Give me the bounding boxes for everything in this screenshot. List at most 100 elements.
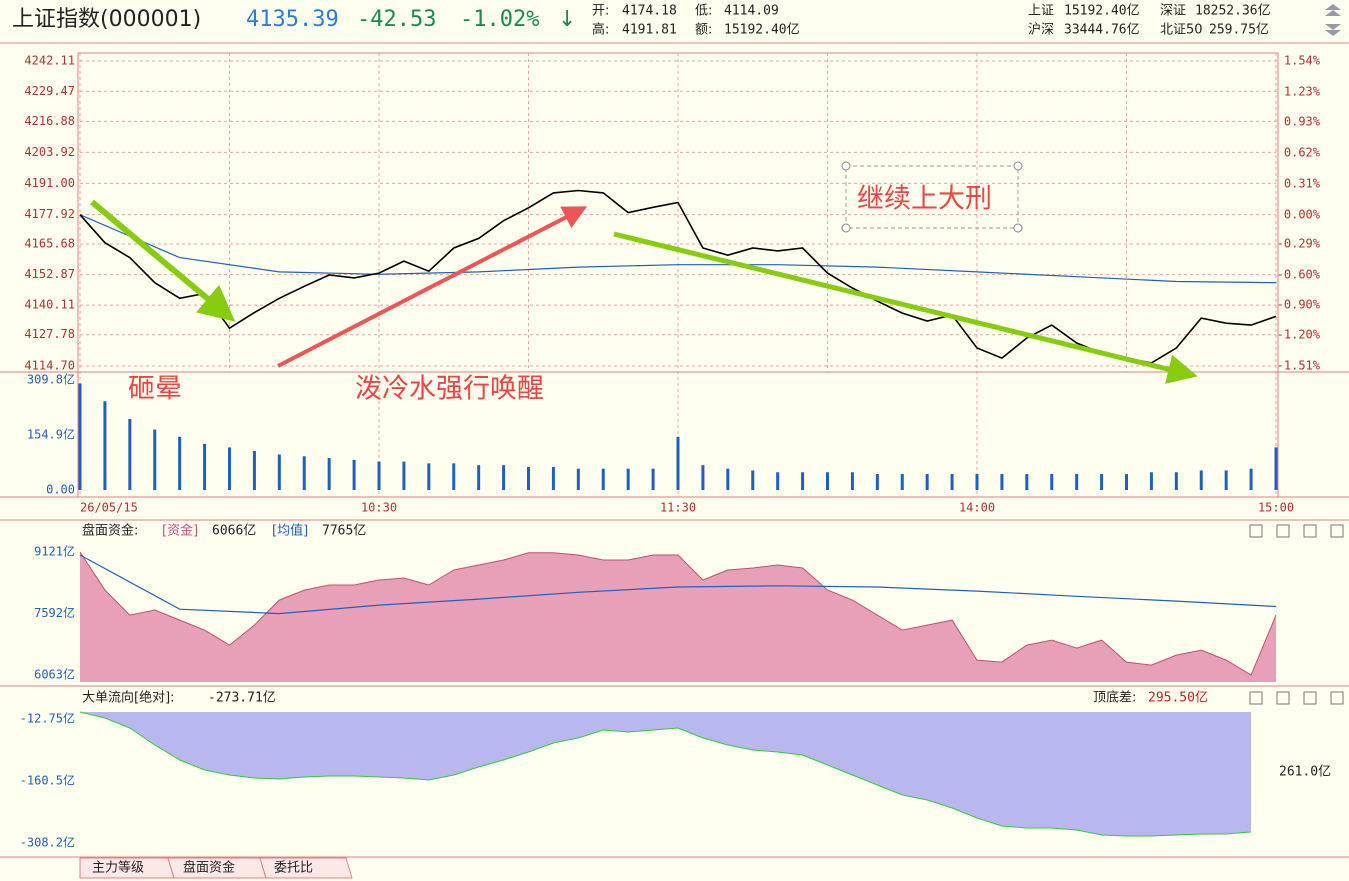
volume-bar xyxy=(178,436,182,490)
y-tick-label: 4152.87 xyxy=(24,267,75,281)
value: 33444.76亿 xyxy=(1064,23,1140,38)
area-fill xyxy=(80,712,1252,836)
label: 北证50 xyxy=(1160,23,1203,38)
label: 沪深 xyxy=(1028,22,1054,38)
label: 深证 xyxy=(1160,4,1186,19)
volume-bar xyxy=(826,472,829,490)
volume-bar xyxy=(975,474,979,490)
volume-bar xyxy=(900,474,904,490)
volume-bar xyxy=(228,447,231,490)
y-tick-label: -1.51% xyxy=(1277,359,1321,373)
volume-bar xyxy=(875,474,879,490)
volume-bar xyxy=(452,463,456,490)
y-tick-label: -0.29% xyxy=(1277,237,1321,251)
volume-bar xyxy=(1125,474,1128,490)
volume-bar xyxy=(551,466,555,490)
y-tick-label: 4242.11 xyxy=(24,54,75,68)
y-tick-label: 4140.11 xyxy=(24,298,75,312)
change: -42.53 xyxy=(357,7,436,32)
volume-bar xyxy=(1075,474,1079,490)
tab-label[interactable]: 主力等级 xyxy=(92,860,144,876)
panel-title: 大单流向[绝对]: xyxy=(82,690,175,706)
y-tick-label: 6063亿 xyxy=(34,667,75,682)
volume-bar xyxy=(1174,472,1178,490)
volume-bar xyxy=(1000,474,1004,490)
volume-bar xyxy=(925,474,929,490)
panel-title: 盘面资金: xyxy=(82,523,138,539)
value: 18252.36亿 xyxy=(1195,4,1271,19)
volume-bar xyxy=(950,474,954,490)
volume-bar xyxy=(427,463,431,490)
volume-bar xyxy=(1100,474,1104,490)
spread-label: 顶底差: xyxy=(1093,690,1136,706)
y-tick-label: 4165.68 xyxy=(24,236,75,250)
panel-button[interactable] xyxy=(1303,691,1317,705)
y-tick-label: 4177.92 xyxy=(24,207,75,221)
series-line xyxy=(79,214,1277,284)
value: 15192.40亿 xyxy=(724,23,800,38)
readout: -273.71亿 xyxy=(208,691,276,706)
volume-bar xyxy=(601,468,605,490)
series-line xyxy=(79,189,1277,364)
y-tick-label: -1.20% xyxy=(1277,328,1321,342)
volume-bar xyxy=(1025,474,1029,490)
y-tick-label: 0.62% xyxy=(1284,146,1321,160)
legend-value: 7765亿 xyxy=(322,524,366,539)
price: 4135.39 xyxy=(246,7,339,32)
volume-bar xyxy=(203,443,207,490)
y-tick-label: 4216.88 xyxy=(24,114,75,128)
panel-button[interactable] xyxy=(1249,691,1263,705)
y-tick-label: -160.5亿 xyxy=(20,773,75,788)
legend-name: [均值] xyxy=(272,523,308,539)
volume-bar xyxy=(402,461,406,490)
annotation: 泼冷水强行唤醒 xyxy=(355,374,544,405)
value: 4191.81 xyxy=(622,23,677,38)
volume-bar xyxy=(477,465,481,490)
volume-bar xyxy=(103,401,107,490)
volume-bar xyxy=(78,383,82,490)
y-tick-label: 0.00 xyxy=(46,483,75,497)
legend-name: [资金] xyxy=(162,523,198,539)
annotation: 砸晕 xyxy=(128,374,182,405)
label: 额: xyxy=(695,23,712,38)
volume-bar xyxy=(1249,468,1253,490)
panel-button[interactable] xyxy=(1303,524,1317,538)
annotation-arrow xyxy=(277,206,588,368)
panel-button[interactable] xyxy=(1330,691,1344,705)
annotation-arrow xyxy=(90,199,236,322)
tab[interactable] xyxy=(259,857,353,879)
x-tick-label: 14:00 xyxy=(959,501,995,515)
volume-bar xyxy=(1199,470,1203,490)
volume-bar xyxy=(676,436,680,490)
volume-bar xyxy=(128,418,132,490)
y-tick-label: 7592亿 xyxy=(34,605,75,620)
volume-bar xyxy=(1224,470,1228,490)
tab-label[interactable]: 委托比 xyxy=(274,861,313,876)
y-tick-label: 4114.70 xyxy=(24,359,75,373)
volume-bar xyxy=(701,465,705,490)
panel-button[interactable] xyxy=(1249,524,1263,538)
label: 低: xyxy=(695,4,712,19)
series-line xyxy=(79,554,1277,615)
volume-bar xyxy=(1274,447,1278,490)
y-tick-label: -0.90% xyxy=(1277,298,1321,312)
scroll-buttons[interactable] xyxy=(1325,4,1341,36)
side-label: 261.0亿 xyxy=(1279,765,1331,780)
label: 高: xyxy=(592,22,609,38)
panel-button[interactable] xyxy=(1276,691,1290,705)
panel-button[interactable] xyxy=(1330,524,1344,538)
volume-bar xyxy=(801,472,805,490)
volume-bar xyxy=(651,468,655,490)
panel-button[interactable] xyxy=(1276,524,1290,538)
label: 上证 xyxy=(1028,4,1054,19)
annotation: 继续上大刑 xyxy=(857,184,992,215)
volume-bar xyxy=(377,461,381,490)
pct: -1.02% xyxy=(460,7,539,32)
volume-bar xyxy=(850,472,854,490)
tab-label[interactable]: 盘面资金 xyxy=(183,860,235,876)
y-tick-label: 0.00% xyxy=(1284,208,1321,222)
spread-value: 295.50亿 xyxy=(1148,691,1208,706)
y-tick-label: 154.9亿 xyxy=(27,427,75,442)
value: 4114.09 xyxy=(724,4,779,19)
